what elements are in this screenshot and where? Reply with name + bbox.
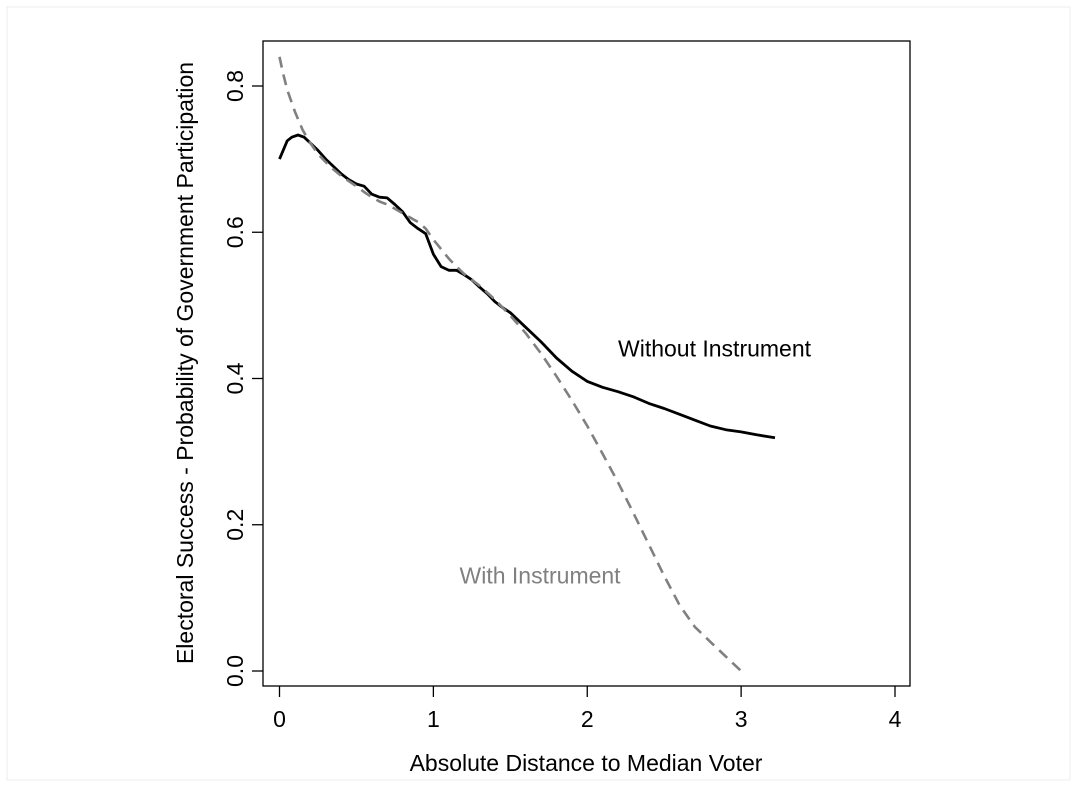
annotation-without-instrument: Without Instrument xyxy=(618,336,812,362)
y-tick-label: 0.4 xyxy=(222,362,248,394)
annotation-with-instrument: With Instrument xyxy=(460,562,622,588)
x-tick-label: 2 xyxy=(581,706,594,732)
y-tick-label: 0.6 xyxy=(222,216,248,248)
page-border xyxy=(6,6,1071,781)
x-axis-label: Absolute Distance to Median Voter xyxy=(410,750,763,776)
plot-frame xyxy=(262,40,911,687)
x-tick-label: 1 xyxy=(427,706,440,732)
y-axis-label: Electoral Success - Probability of Gover… xyxy=(172,62,198,664)
y-axis-ticks: 0.0 0.2 0.4 0.6 0.8 xyxy=(222,70,263,687)
series-line-without-instrument xyxy=(278,133,776,440)
x-tick-label: 0 xyxy=(273,706,286,732)
y-tick-label: 0.0 xyxy=(222,655,248,687)
x-tick-label: 3 xyxy=(735,706,748,732)
y-tick-label: 0.8 xyxy=(222,70,248,102)
series-layer xyxy=(278,56,776,672)
x-axis-ticks: 0 1 2 3 4 xyxy=(273,686,902,732)
x-tick-label: 4 xyxy=(889,706,902,732)
annotation-layer: Without Instrument With Instrument xyxy=(460,336,812,589)
series-line-with-instrument xyxy=(278,56,742,672)
y-tick-label: 0.2 xyxy=(222,509,248,541)
